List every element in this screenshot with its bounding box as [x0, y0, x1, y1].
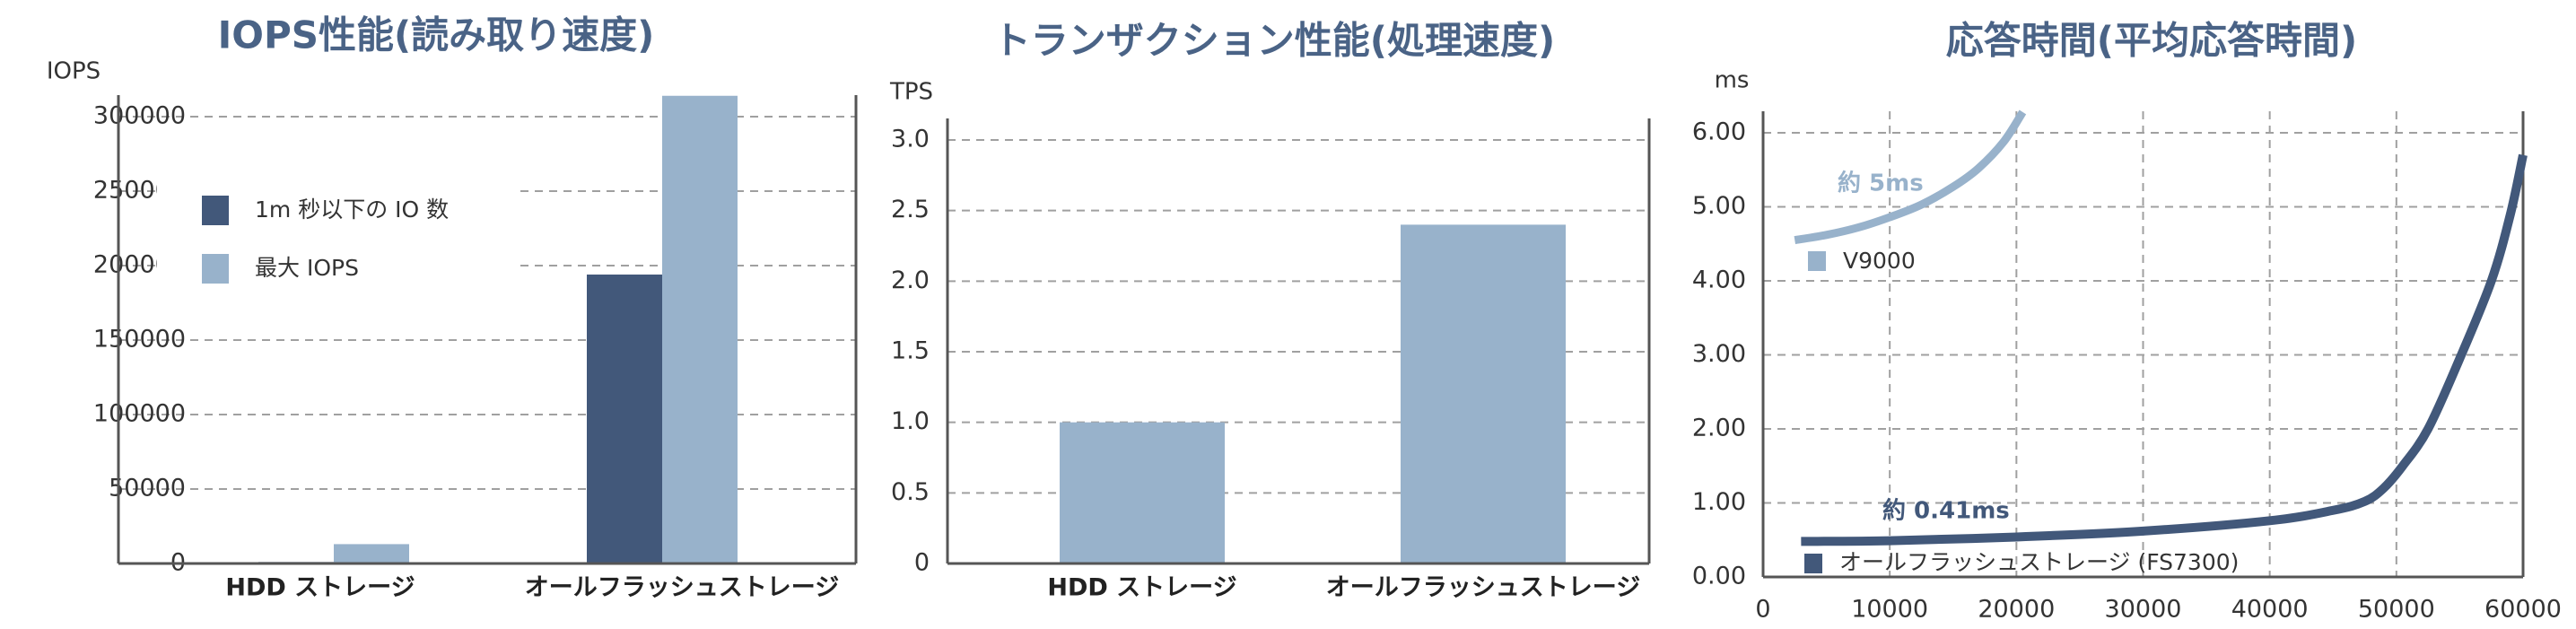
x-tick-label: 0: [1755, 596, 1770, 624]
x-tick-label: 30000: [2105, 596, 2182, 624]
x-category-label: オールフラッシュストレージ: [1326, 574, 1640, 602]
x-category-label: HDD ストレージ: [1047, 574, 1236, 602]
y-axis-unit: ms: [1715, 67, 1750, 94]
y-tick-label: 3.00: [1692, 340, 1746, 368]
x-tick-label: 10000: [1851, 596, 1928, 624]
chart-title: 応答時間(平均応答時間): [1946, 19, 2357, 63]
annotation-v9000: 約 5ms: [1838, 170, 1924, 197]
legend-label: 1m 秒以下の IO 数: [255, 197, 449, 223]
legend-swatch-v9000: [1808, 251, 1826, 271]
legend-swatch-sub1ms-io: [202, 196, 229, 225]
chart-title: IOPS性能(読み取り速度): [218, 13, 655, 57]
y-tick-label: 5.00: [1692, 192, 1746, 220]
series-line-v9000: [1794, 109, 2027, 245]
x-tick-label: 60000: [2484, 596, 2562, 624]
x-tick-label: 50000: [2358, 596, 2435, 624]
bar-tps-1: [1401, 224, 1566, 563]
annotation-fs7300: 約 0.41ms: [1882, 497, 2010, 525]
legend-background: [157, 170, 516, 305]
y-tick-label: 100000: [93, 400, 186, 428]
y-tick-label: 0.5: [891, 478, 930, 506]
bar-tps-0: [1060, 422, 1225, 563]
y-tick-label: 0.00: [1692, 563, 1746, 590]
legend-label: 最大 IOPS: [255, 255, 359, 281]
y-tick-label: 300000: [93, 102, 186, 130]
x-category-label: オールフラッシュストレージ: [525, 574, 839, 602]
bar-max-iops-1: [662, 95, 738, 563]
y-tick-label: 6.00: [1692, 118, 1746, 146]
bar-sub1ms-io-1: [587, 274, 662, 563]
chart-title: トランザクション性能(処理速度): [993, 19, 1555, 63]
y-tick-label: 1.0: [891, 407, 930, 435]
x-tick-label: 20000: [1978, 596, 2055, 624]
legend-swatch-max-iops: [202, 254, 229, 284]
bar-max-iops-0: [334, 544, 409, 563]
x-category-label: HDD ストレージ: [225, 574, 415, 602]
y-tick-label: 50000: [109, 475, 186, 502]
y-tick-label: 0: [914, 549, 930, 577]
y-tick-label: 1.5: [891, 337, 930, 365]
series-line-fs7300: [1801, 153, 2528, 546]
legend-swatch-fs7300: [1804, 554, 1822, 573]
y-axis-unit: TPS: [889, 79, 933, 106]
legend-label: オールフラッシュストレージ (FS7300): [1839, 549, 2239, 575]
y-tick-label: 2.5: [891, 196, 930, 223]
y-tick-label: 1.00: [1692, 488, 1746, 516]
y-tick-label: 2.0: [891, 266, 930, 294]
x-tick-label: 40000: [2231, 596, 2309, 624]
y-tick-label: 2.00: [1692, 415, 1746, 442]
y-axis-unit: IOPS: [47, 58, 100, 85]
legend-label: V9000: [1843, 248, 1916, 274]
y-tick-label: 4.00: [1692, 266, 1746, 294]
y-tick-label: 3.0: [891, 126, 930, 153]
y-tick-label: 150000: [93, 326, 186, 354]
